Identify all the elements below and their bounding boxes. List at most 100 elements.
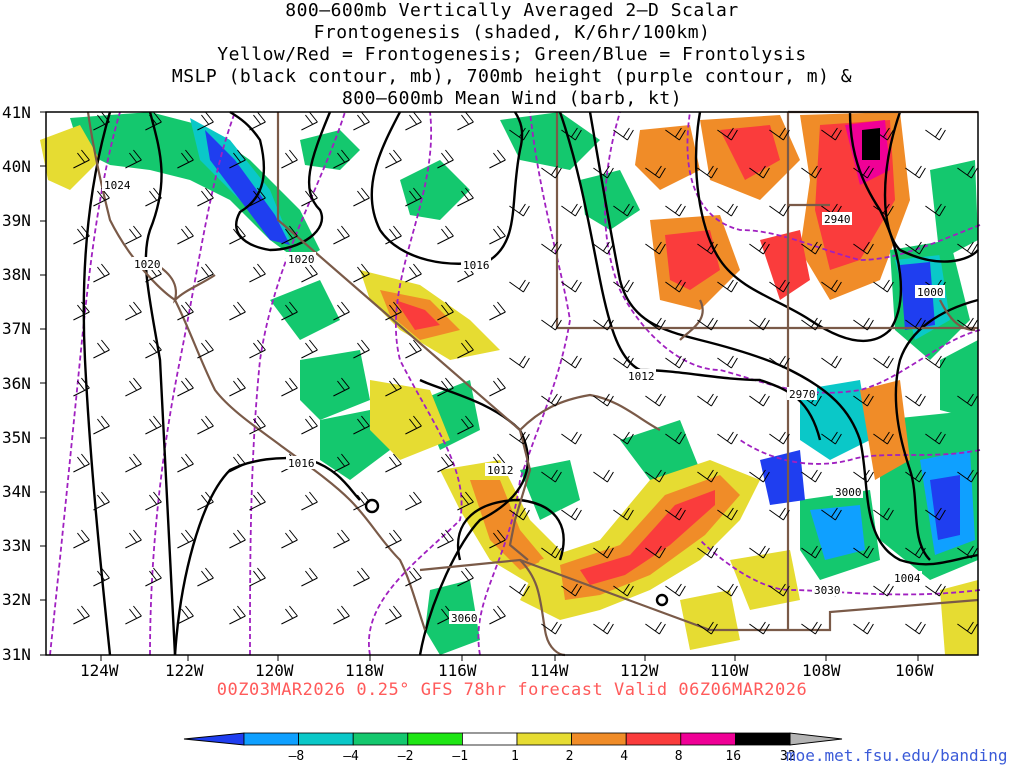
wind-barb: [353, 187, 370, 207]
wind-barb: [925, 127, 946, 141]
wind-barb: [509, 431, 530, 445]
wind-barb: [613, 431, 634, 445]
wind-barb: [541, 621, 562, 635]
wind-barb: [613, 583, 634, 597]
mslp-contours: [82, 110, 979, 656]
wind-barb: [873, 355, 894, 369]
wind-barb: [229, 605, 246, 625]
lon-label: 120W: [255, 661, 294, 680]
wind-barb: [197, 339, 214, 359]
wind-barb: [561, 355, 582, 369]
wind-barb: [853, 241, 874, 255]
wind-barb: [905, 317, 926, 331]
title-line-3: Yellow/Red = Frontogenesis; Green/Blue =…: [217, 44, 807, 65]
wind-barb: [509, 355, 530, 369]
wind-barb: [717, 127, 738, 141]
wind-barb: [73, 453, 90, 473]
mslp-label: 1012: [487, 464, 514, 477]
wind-barb: [509, 203, 530, 217]
height-labels: 2940 2970 3000 3030 3060: [449, 212, 863, 625]
wind-barb: [489, 605, 506, 625]
wind-barb: [873, 507, 894, 521]
wind-barb: [249, 415, 266, 435]
lon-axis: 124W 122W 120W 118W 116W 114W 112W 110W …: [80, 661, 934, 680]
wind-barb: [613, 279, 634, 293]
colorbar-box: [243, 732, 299, 746]
wind-barb: [73, 605, 90, 625]
wind-barb: [769, 507, 790, 521]
wind-barb: [717, 583, 738, 597]
wind-barb: [229, 225, 246, 245]
wind-barb: [333, 377, 350, 397]
lat-label: 40N: [2, 157, 31, 176]
wind-barb: [873, 127, 894, 141]
wind-barb: [873, 203, 894, 217]
wind-barb: [749, 317, 770, 331]
wind-barb: [281, 149, 298, 169]
map-panel: 1024 1020 1020 1016 1016 1012 1012 1000 …: [40, 110, 981, 657]
wind-barb: [697, 317, 718, 331]
wind-barb: [385, 301, 402, 321]
wind-barb: [197, 187, 214, 207]
wind-barb: [385, 529, 402, 549]
wind-barb: [541, 545, 562, 559]
lon-label: 124W: [80, 661, 119, 680]
wind-barb: [665, 127, 686, 141]
lat-label: 38N: [2, 265, 31, 284]
wind-barb: [853, 317, 874, 331]
lat-ticks: [40, 111, 46, 656]
wind-barb: [853, 165, 874, 179]
colorbar-box: [735, 732, 791, 746]
source-url[interactable]: moe.met.fsu.edu/banding: [786, 746, 1008, 765]
wind-barb: [93, 567, 110, 587]
wind-barb: [489, 225, 506, 245]
lat-label: 31N: [2, 645, 31, 664]
wind-barb: [177, 301, 194, 321]
lat-label: 41N: [2, 103, 31, 122]
wind-barb: [249, 567, 266, 587]
title-line-2: Frontogenesis (shaded, K/6hr/100km): [313, 22, 711, 43]
colorbar-box: [571, 732, 627, 746]
wind-barb: [301, 339, 318, 359]
wind-barb: [145, 567, 162, 587]
mslp-label: 1024: [104, 179, 131, 192]
wind-barb: [957, 621, 978, 635]
mslp-label: 1016: [288, 457, 315, 470]
wind-barb: [801, 317, 822, 331]
wind-barb: [125, 605, 142, 625]
wind-barb: [821, 127, 842, 141]
wind-barb: [645, 241, 666, 255]
lat-label: 39N: [2, 211, 31, 230]
wind-barb: [561, 127, 582, 141]
colorbar: –8 –4 –2 –1 1 2 4 8 16 32: [183, 732, 843, 764]
height-label: 2970: [789, 388, 816, 401]
wind-barb: [541, 393, 562, 407]
lat-axis: 41N 40N 39N 38N 37N 36N 35N 34N 33N 32N …: [2, 103, 31, 664]
wind-barb: [197, 491, 214, 511]
wind-barb: [281, 225, 298, 245]
wind-barb: [541, 241, 562, 255]
wind-barb: [73, 225, 90, 245]
wind-barb: [437, 149, 454, 169]
wind-barb: [905, 241, 926, 255]
wind-barb: [593, 621, 614, 635]
wind-barb: [93, 491, 110, 511]
wind-barb: [593, 317, 614, 331]
mslp-label: 1020: [288, 253, 315, 266]
title-line-5: 800–600mb Mean Wind (barb, kt): [341, 88, 683, 109]
wind-barb: [437, 529, 454, 549]
wind-barb: [821, 431, 842, 445]
mslp-label: 1016: [463, 259, 490, 272]
mslp-label: 1012: [628, 370, 655, 383]
lon-label: 122W: [165, 661, 204, 680]
wind-barb: [145, 111, 162, 131]
lon-label: 110W: [710, 661, 749, 680]
wind-barb: [717, 431, 738, 445]
wind-barb: [249, 187, 266, 207]
wind-barb: [957, 545, 978, 559]
wind-barb: [93, 111, 110, 131]
wind-barb: [93, 263, 110, 283]
wind-barb: [925, 355, 946, 369]
wind-barb: [769, 431, 790, 445]
colorbar-tick-label: 8: [675, 749, 683, 764]
